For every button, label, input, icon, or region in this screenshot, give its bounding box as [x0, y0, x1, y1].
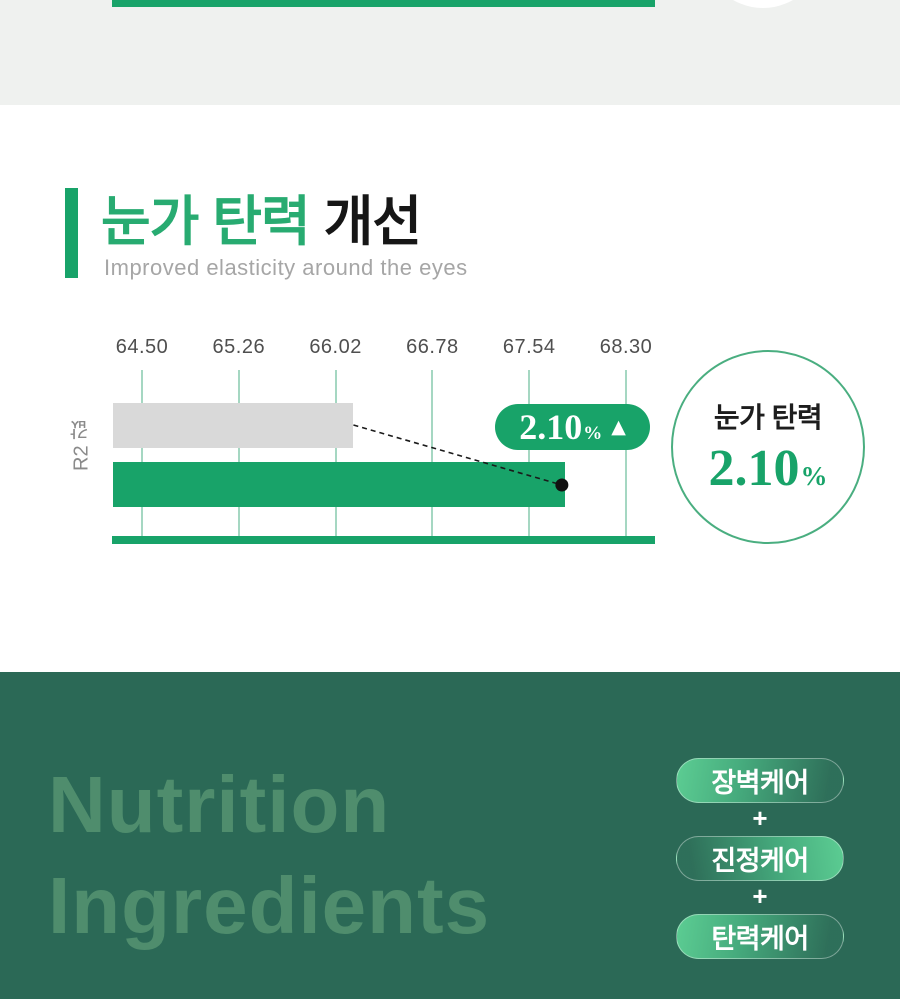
x-tick-label: 68.30 — [599, 336, 653, 358]
bar-before-use — [113, 403, 354, 448]
result-circle-value: 2.10 — [708, 440, 800, 498]
care-pill-label: 탄력케어 — [711, 924, 809, 954]
previous-chart-baseline — [112, 0, 655, 7]
result-circle-percent-sign: % — [800, 461, 828, 492]
previous-result-circle-arc — [703, 0, 823, 8]
plus-sign: + — [752, 881, 768, 911]
improvement-badge: 2.10% ▲ — [495, 404, 650, 450]
chart-gridline — [625, 370, 627, 536]
result-circle-value-group: 2.10% — [709, 440, 828, 497]
chart-gridline — [431, 370, 434, 536]
chart-gridline — [528, 370, 531, 536]
care-pill-label: 장벽케어 — [711, 768, 809, 798]
nutrition-heading-line2: Ingredients — [48, 861, 491, 950]
care-pill-elasticity: 탄력케어 — [676, 914, 844, 959]
x-tick-label: 65.26 — [212, 336, 266, 358]
x-tick-label: 66.02 — [309, 336, 362, 358]
chart-gridline — [237, 370, 240, 536]
plus-sign: + — [752, 803, 768, 833]
title-accent-bar — [65, 188, 78, 278]
care-pill-label: 진정케어 — [711, 846, 809, 876]
result-circle-label: 눈가 탄력 — [713, 402, 823, 434]
nutrition-heading-line1: Nutrition — [48, 760, 391, 849]
nutrition-ingredients-section: Nutrition Ingredients 장벽케어 + 진정케어 + 탄력케어 — [0, 672, 900, 999]
x-tick-label: 64.50 — [115, 336, 169, 358]
section-subtitle: Improved elasticity around the eyes — [104, 255, 468, 280]
nutrition-heading: Nutrition Ingredients — [48, 754, 490, 956]
x-tick-label: 67.54 — [502, 336, 556, 358]
chart-baseline — [112, 536, 655, 544]
result-circle: 눈가 탄력 2.10% — [671, 350, 865, 544]
section-title-rest: 개선 — [309, 192, 422, 252]
up-triangle-icon: ▲ — [611, 416, 626, 438]
elasticity-bar-chart: R2 값 2.10% ▲ 눈가 탄력 2.10% 64.50 65.26 66.02… — [0, 105, 900, 672]
section-title: 눈가 탄력 개선 — [101, 177, 422, 256]
elasticity-result-section: 눈가 탄력 개선 Improved elasticity around the … — [0, 105, 900, 672]
previous-section-remnant — [0, 0, 900, 105]
x-tick-label: 66.78 — [406, 336, 459, 358]
badge-percent-sign: % — [583, 423, 603, 444]
section-title-highlight: 눈가 탄력 — [101, 192, 311, 252]
badge-value: 2.10 — [519, 407, 583, 447]
bar-after-use — [113, 462, 565, 507]
badge-number-group: 2.10% — [519, 409, 602, 445]
care-pill-soothing: 진정케어 — [676, 836, 844, 881]
chart-gridline — [141, 370, 143, 536]
care-pill-barrier: 장벽케어 — [676, 758, 844, 803]
chart-y-axis-label: R2 값 — [70, 419, 93, 471]
care-pill-list: 장벽케어 + 진정케어 + 탄력케어 — [676, 758, 844, 959]
chart-gridline — [334, 370, 337, 536]
